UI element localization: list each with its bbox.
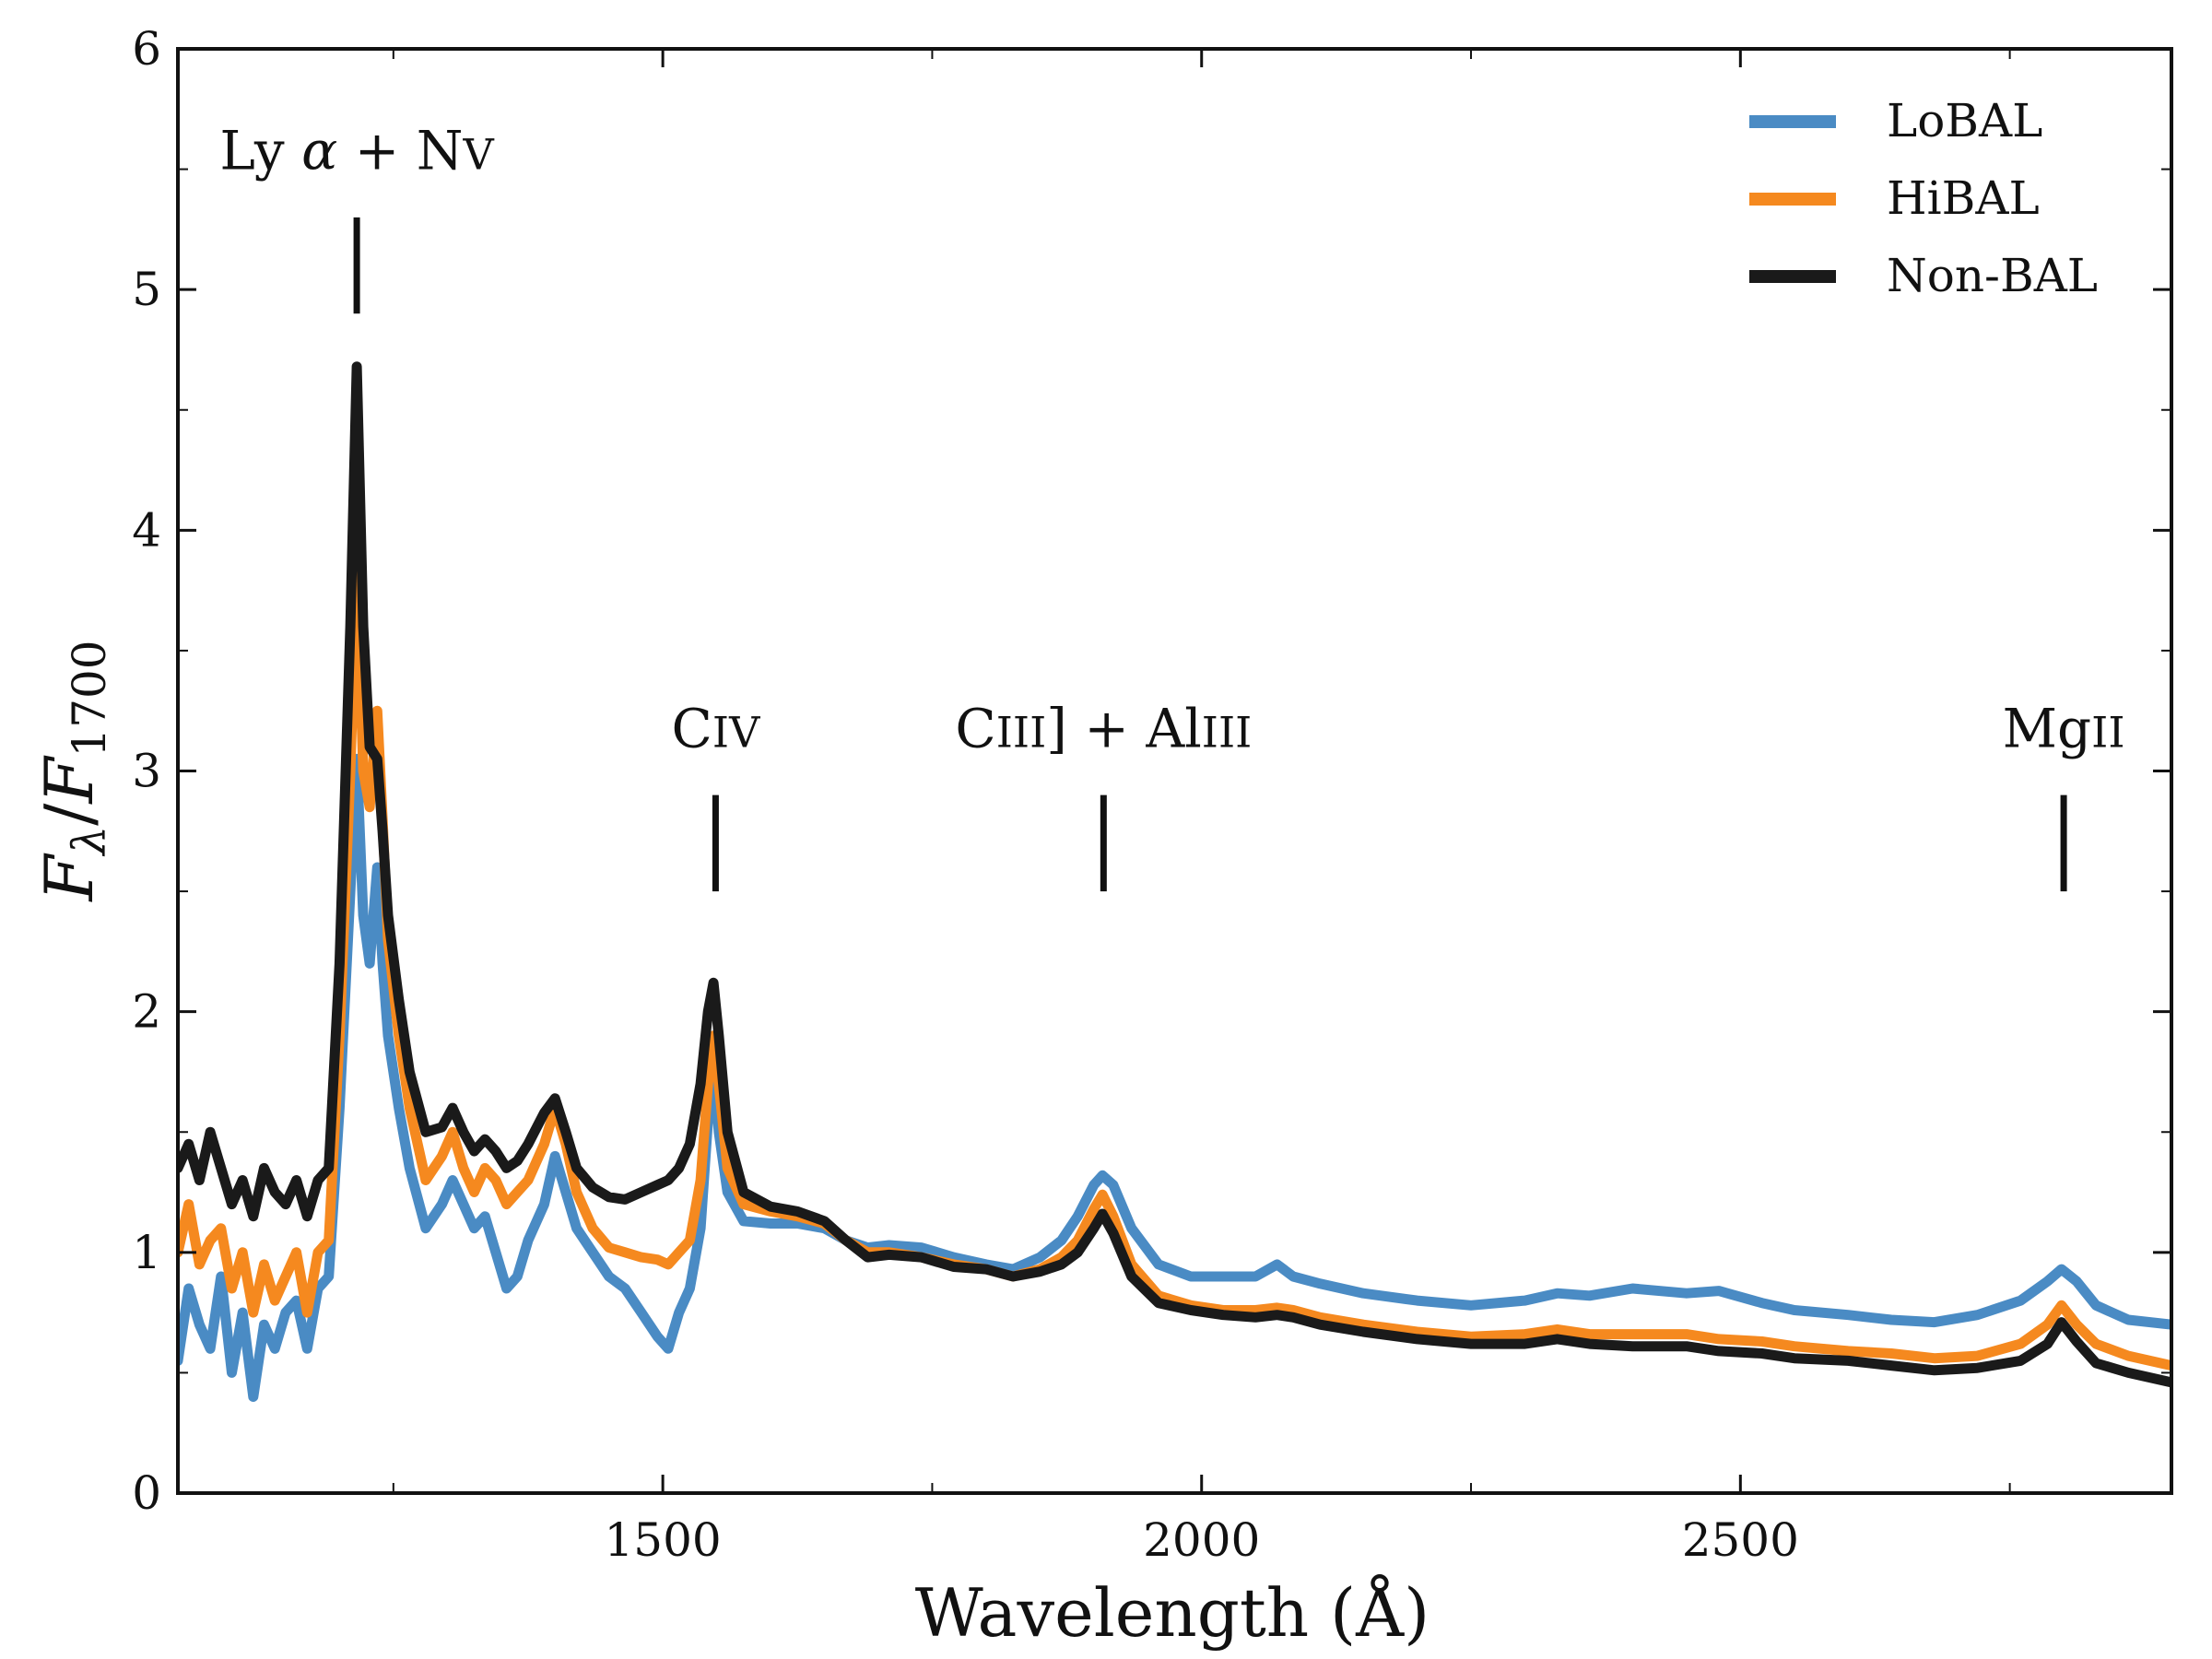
y-tick-label-4: 4	[132, 503, 161, 557]
x-tick-label-2500: 2500	[1682, 1513, 1799, 1567]
y-title-slash: /	[30, 803, 108, 826]
marker-label-mgii: MgII	[2003, 697, 2125, 759]
y-axis-title: Fλ/F1700	[30, 640, 116, 902]
y-title-f: F	[30, 853, 108, 903]
plot-frame	[176, 47, 2173, 1495]
y-tick-label-5: 5	[132, 263, 161, 316]
legend-label-hibal: HiBAL	[1887, 171, 2040, 225]
y-tick-label-3: 3	[132, 745, 161, 798]
ticks-layer: 1500 2000 2500 0 1 2 3 4 5 6	[132, 22, 2171, 1567]
series-line-hibal	[178, 561, 2171, 1371]
legend-label-nonbal: Non-BAL	[1887, 249, 2098, 302]
y-title-f2: F	[30, 755, 108, 806]
y-title-sub: 1700	[63, 640, 116, 757]
y-tick-label-2: 2	[132, 985, 161, 1039]
x-tick-label-1500: 1500	[605, 1513, 722, 1567]
legend-label-lobal: LoBAL	[1887, 94, 2042, 147]
line-markers: Ly α + NV CIV CIII] + AlIII MgII	[219, 120, 2125, 892]
series-line-nonbal	[178, 361, 2171, 1388]
marker-label-civ: CIV	[672, 697, 761, 759]
marker-label-ciii: CIII] + AlIII	[955, 697, 1252, 759]
series-layer	[178, 361, 2171, 1402]
y-tick-label-6: 6	[132, 22, 161, 76]
y-title-lambda: λ	[63, 826, 116, 857]
x-tick-label-2000: 2000	[1143, 1513, 1260, 1567]
y-tick-label-1: 1	[132, 1226, 161, 1279]
x-axis-title: Wavelength (Å)	[915, 1573, 1430, 1652]
legend: LoBAL HiBAL Non-BAL	[1749, 94, 2098, 302]
y-tick-label-0: 0	[132, 1466, 161, 1520]
marker-label-lya: Ly α + NV	[219, 120, 494, 182]
